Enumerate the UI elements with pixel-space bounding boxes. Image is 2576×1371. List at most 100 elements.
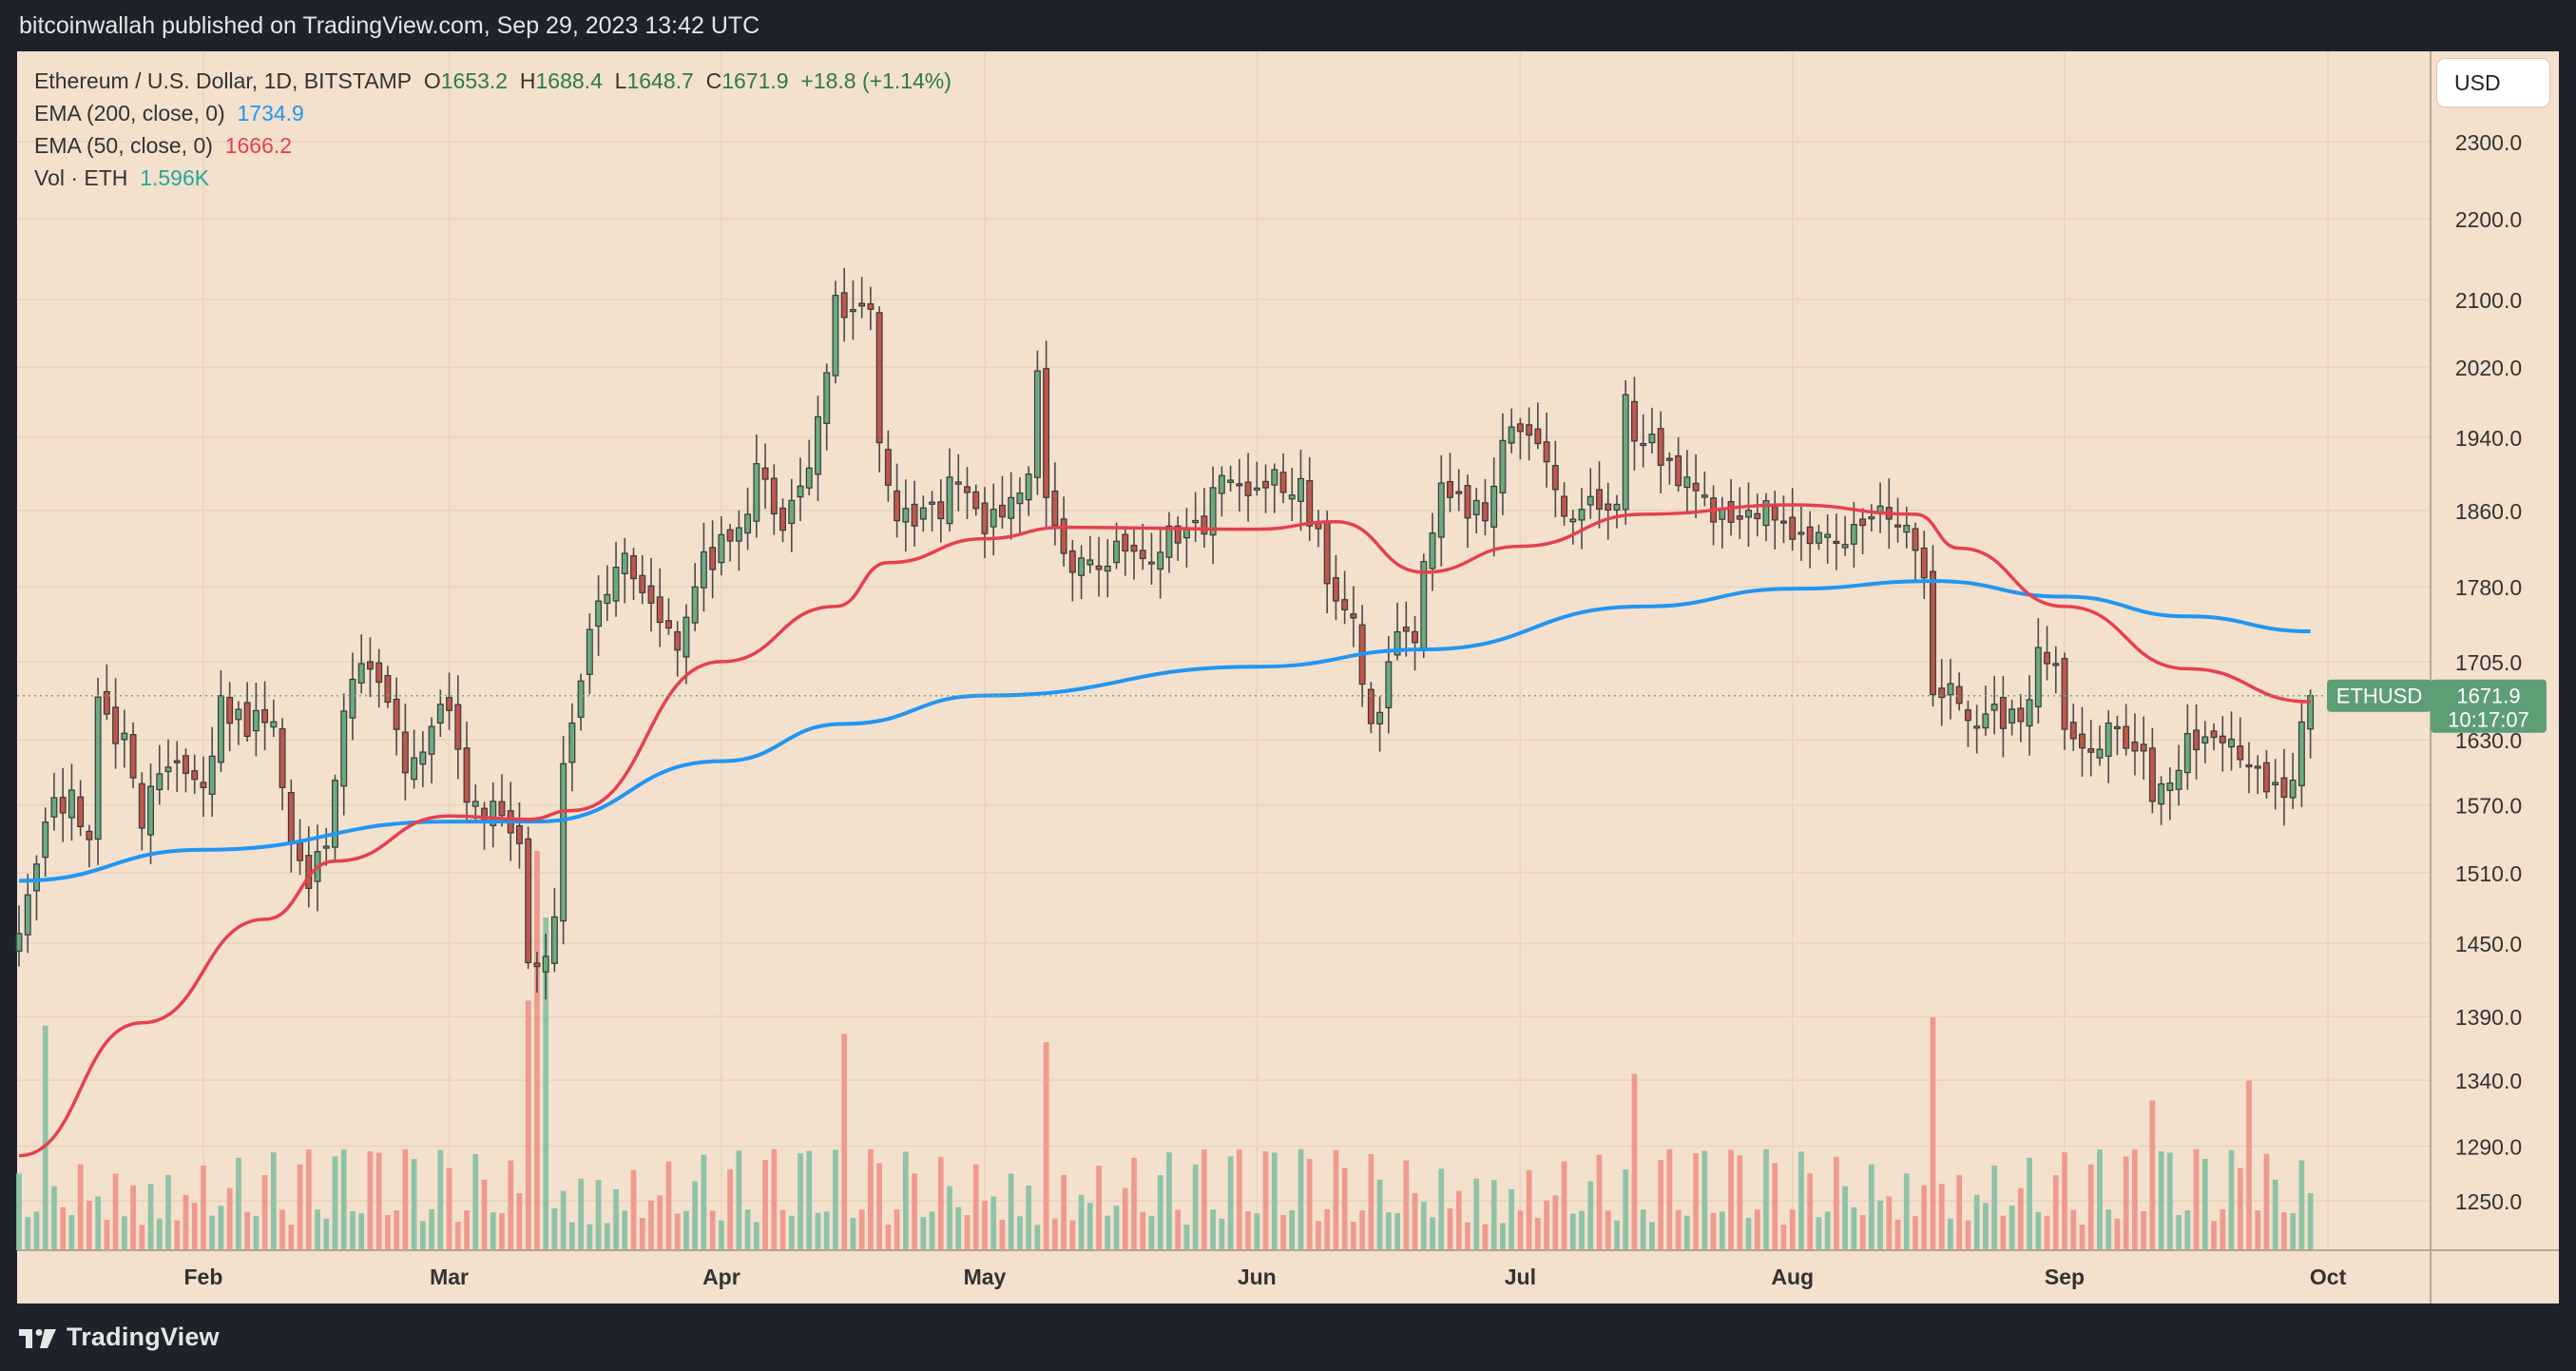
symbol-name: Ethereum / U.S. Dollar, 1D, BITSTAMP — [34, 68, 413, 93]
symbol-tag-text: ETHUSD — [2336, 685, 2422, 708]
legend-volume-row[interactable]: Vol · ETH 1.596K — [34, 162, 952, 194]
candle-body — [604, 593, 611, 605]
candle-body — [50, 797, 58, 818]
volume-bar — [1561, 1161, 1567, 1250]
volume-bar — [1043, 1042, 1049, 1250]
candle-body — [621, 552, 628, 575]
candle-body — [990, 509, 997, 528]
candle-body — [15, 933, 23, 952]
legend-ema50-row[interactable]: EMA (50, close, 0) 1666.2 — [34, 129, 952, 162]
candle-body — [2272, 782, 2279, 786]
volume-bar — [2263, 1153, 2270, 1250]
volume-bar — [1780, 1225, 1787, 1250]
price-tick-label: 1390.0 — [2455, 1005, 2522, 1030]
volume-bar — [1078, 1194, 1085, 1250]
candle-body — [1420, 561, 1428, 649]
candle-body — [964, 486, 971, 493]
volume-bar — [2228, 1149, 2235, 1250]
volume-bar — [674, 1213, 681, 1250]
volume-bar — [112, 1173, 119, 1250]
volume-bar — [1289, 1209, 1296, 1250]
open-label: O — [423, 68, 441, 93]
volume-bar — [1649, 1222, 1655, 1250]
price-tick-label: 2200.0 — [2455, 207, 2522, 232]
candle-body — [332, 780, 338, 848]
price-tick-label: 1780.0 — [2455, 575, 2522, 600]
volume-bar — [130, 1185, 136, 1250]
volume-bar — [1333, 1149, 1339, 1250]
volume-bar — [1544, 1200, 1549, 1250]
volume-bar — [2149, 1100, 2156, 1250]
volume-bar — [1026, 1185, 1032, 1250]
candle-body — [744, 513, 752, 534]
volume-bar — [2184, 1209, 2191, 1250]
volume-bar — [1061, 1174, 1067, 1250]
volume-bar — [1113, 1206, 1120, 1250]
volume-bar — [411, 1158, 417, 1250]
candle-body — [1833, 540, 1840, 545]
volume-bar — [2307, 1193, 2314, 1250]
volume-bar — [332, 1156, 338, 1250]
legend-ema200-row[interactable]: EMA (200, close, 0) 1734.9 — [34, 97, 952, 129]
volume-bar — [261, 1175, 268, 1250]
volume-bar — [2062, 1152, 2067, 1250]
volume-bar — [139, 1225, 145, 1250]
volume-bar — [2123, 1156, 2129, 1250]
volume-bar — [226, 1188, 233, 1250]
candle-body — [357, 663, 365, 684]
candle-body — [1095, 565, 1103, 570]
volume-bar — [1728, 1149, 1734, 1250]
price-tick-label: 1940.0 — [2455, 426, 2522, 451]
candle-body — [1060, 518, 1067, 554]
candle-body — [498, 801, 506, 817]
volume-bar — [2211, 1221, 2217, 1250]
change-value: +18.8 (+1.14%) — [800, 68, 952, 93]
volume-bar — [429, 1208, 434, 1250]
volume-bar — [692, 1181, 699, 1250]
close-value: 1671.9 — [721, 68, 789, 93]
candle-body — [1648, 434, 1656, 444]
candle-body — [112, 706, 120, 744]
volume-bar — [1245, 1210, 1251, 1250]
volume-bar — [183, 1194, 189, 1250]
candle-body — [147, 785, 155, 836]
volume-bar — [1658, 1160, 1664, 1250]
volume-bar — [2272, 1179, 2278, 1250]
candle-body — [1236, 483, 1243, 487]
volume-bar — [209, 1215, 216, 1250]
volume-bar — [358, 1213, 365, 1250]
candle-body — [1947, 683, 1954, 696]
candle-body — [94, 696, 102, 840]
volume-bar — [1666, 1149, 1673, 1250]
volume-bar — [472, 1153, 479, 1250]
candle-body — [1298, 477, 1304, 502]
candle-body — [515, 825, 523, 844]
candle-body — [322, 845, 330, 849]
candle-body — [761, 467, 769, 480]
candle-body — [2158, 782, 2165, 805]
tradingview-logo[interactable]: TradingView — [19, 1323, 220, 1352]
volume-bar — [1447, 1207, 1453, 1250]
candle-body — [894, 490, 901, 522]
currency-button[interactable]: USD — [2437, 59, 2549, 106]
candle-body — [1727, 501, 1735, 523]
candle-body — [1586, 495, 1594, 506]
volume-bar — [1236, 1149, 1242, 1250]
volume-bar — [815, 1212, 821, 1250]
volume-bar — [753, 1222, 759, 1250]
candle-body — [1341, 599, 1349, 610]
candle-body — [1227, 479, 1235, 483]
volume-bar — [990, 1196, 997, 1250]
candle-body — [682, 616, 690, 658]
volume-bar — [833, 1149, 838, 1250]
candle-body — [665, 620, 672, 629]
volume-bar — [2027, 1157, 2032, 1250]
candle-body — [1754, 512, 1761, 520]
time-tick-label: Mar — [430, 1265, 469, 1289]
candle-body — [726, 529, 734, 542]
volume-bar — [2237, 1168, 2243, 1250]
candle-body — [1596, 489, 1603, 511]
candle-body — [2175, 769, 2182, 790]
candle-body — [129, 734, 137, 779]
